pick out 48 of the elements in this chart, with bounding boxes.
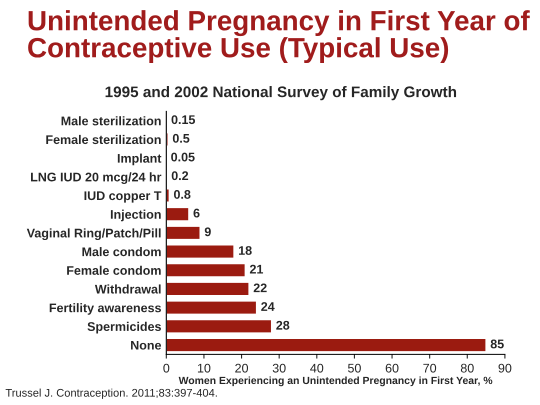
chart-title: Unintended Pregnancy in First Year of Contraceptive Use (Typical Use): [28, 10, 530, 64]
x-tick-label: 0: [163, 364, 170, 373]
data-label: 0.05: [171, 152, 195, 162]
text: Trussel J. Contraception. 2011;83:397-404.: [6, 388, 217, 399]
data-label: 6: [194, 208, 200, 218]
data-label: 18: [238, 246, 252, 255]
x-tick-label: 90: [498, 364, 512, 373]
data-label: 24: [261, 302, 275, 311]
y-tick-label: Vaginal Ring/Patch/Pill: [26, 228, 161, 240]
bar: [166, 244, 235, 259]
data-label: 0.5: [172, 134, 190, 143]
data-label: 0.2: [172, 171, 188, 180]
y-tick-label: None: [131, 340, 162, 350]
bar: [166, 338, 487, 352]
y-tick-label: Male sterilization: [62, 116, 161, 126]
x-axis-title: Women Experiencing an Unintended Pregnancy in First Year, %: [178, 376, 492, 386]
x-tick-label: 10: [198, 364, 210, 373]
data-label: 0.8: [174, 190, 190, 199]
x-tick-label: 50: [348, 364, 361, 373]
chart-subtitle: 1995 and 2002 National Survey of Family Growth: [106, 86, 456, 100]
y-tick-label: Withdrawal: [94, 284, 161, 294]
y-tick-label: IUD copper T: [84, 191, 162, 203]
bar: [166, 262, 246, 278]
x-tick-label: 70: [423, 364, 436, 373]
x-tick-label: 20: [235, 364, 248, 373]
data-label: 9: [204, 227, 211, 236]
y-tick-label: Male condom: [82, 247, 161, 256]
bar: [166, 300, 258, 316]
y-tick-label: Fertility awareness: [50, 303, 161, 315]
x-tick-label: 60: [386, 364, 399, 373]
bar: [166, 282, 250, 296]
bar: [166, 318, 272, 334]
y-tick-label: Female condom: [67, 266, 161, 275]
x-tick-label: 30: [272, 364, 286, 373]
data-label: 28: [276, 320, 290, 330]
y-tick-label: Female sterilization: [46, 134, 161, 144]
x-tick-label: 40: [310, 364, 324, 373]
y-tick-label: LNG IUD 20 mcg/24 hr: [31, 172, 162, 184]
y-tick-label: Implant: [118, 154, 162, 166]
y-tick-label: Spermicides: [87, 322, 161, 334]
y-tick-label: Injection: [110, 210, 161, 222]
data-label: 0.15: [172, 115, 196, 124]
bar: [166, 225, 201, 240]
data-label: 21: [250, 264, 264, 274]
bar: [166, 206, 190, 222]
data-label: 85: [490, 340, 504, 348]
data-label: 22: [254, 283, 267, 292]
x-tick-label: 80: [460, 364, 474, 373]
